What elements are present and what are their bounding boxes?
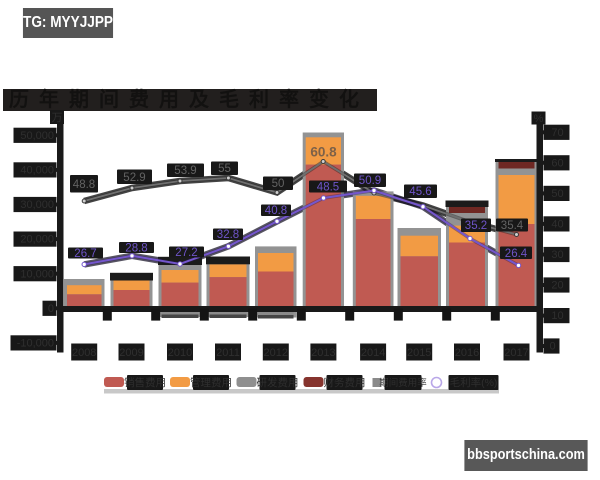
svg-text:2016: 2016 — [455, 347, 479, 359]
svg-text:10: 10 — [551, 310, 563, 322]
svg-text:53.9: 53.9 — [174, 165, 196, 177]
svg-text:50: 50 — [551, 188, 563, 200]
svg-text:27.2: 27.2 — [175, 247, 197, 259]
svg-text:32.8: 32.8 — [217, 229, 239, 241]
svg-text:0: 0 — [549, 341, 555, 353]
svg-text:55: 55 — [218, 163, 231, 175]
svg-text:财务费用: 财务费用 — [324, 376, 366, 389]
svg-text:2010: 2010 — [168, 347, 192, 359]
svg-text:50: 50 — [272, 178, 285, 190]
svg-text:管理费用: 管理费用 — [190, 376, 232, 389]
svg-text:48.5: 48.5 — [317, 182, 339, 194]
svg-text:40,000: 40,000 — [20, 165, 54, 177]
svg-text:70: 70 — [551, 127, 563, 139]
svg-text:销售费用: 销售费用 — [124, 376, 166, 389]
svg-text:2013: 2013 — [311, 347, 335, 359]
svg-text:20: 20 — [551, 280, 563, 292]
svg-text:-10,000: -10,000 — [17, 338, 54, 350]
svg-text:2009: 2009 — [119, 347, 143, 359]
svg-text:45.6: 45.6 — [409, 186, 431, 198]
svg-text:40: 40 — [551, 219, 563, 231]
svg-text:20,000: 20,000 — [20, 234, 54, 246]
svg-text:50,000: 50,000 — [20, 130, 54, 142]
svg-text:35.2: 35.2 — [465, 220, 487, 232]
svg-text:48.8: 48.8 — [73, 179, 95, 191]
svg-text:2015: 2015 — [407, 347, 431, 359]
svg-text:2017: 2017 — [504, 347, 528, 359]
svg-text:26.4: 26.4 — [505, 248, 528, 260]
svg-text:研发费用: 研发费用 — [257, 376, 299, 389]
svg-text:30,000: 30,000 — [20, 199, 54, 211]
svg-text:0: 0 — [48, 303, 54, 315]
svg-text:期间费用率: 期间费用率 — [379, 377, 427, 389]
svg-text:2014: 2014 — [361, 347, 385, 359]
svg-text:52.9: 52.9 — [123, 172, 145, 184]
svg-text:60: 60 — [551, 157, 563, 169]
svg-text:毛利率(%): 毛利率(%) — [450, 376, 498, 389]
svg-text:28.8: 28.8 — [125, 243, 147, 255]
svg-text:2008: 2008 — [72, 347, 96, 359]
svg-text:30: 30 — [551, 249, 563, 261]
svg-text:26.7: 26.7 — [74, 248, 96, 260]
svg-text:40.8: 40.8 — [265, 205, 287, 217]
svg-text:10,000: 10,000 — [20, 268, 54, 280]
svg-text:60.8: 60.8 — [310, 145, 337, 160]
svg-text:万: 万 — [52, 112, 63, 124]
svg-text:%: % — [534, 113, 544, 125]
svg-text:50.9: 50.9 — [359, 175, 381, 187]
svg-text:2011: 2011 — [216, 347, 240, 359]
svg-text:2012: 2012 — [264, 347, 288, 359]
svg-text:35.4: 35.4 — [501, 220, 524, 232]
